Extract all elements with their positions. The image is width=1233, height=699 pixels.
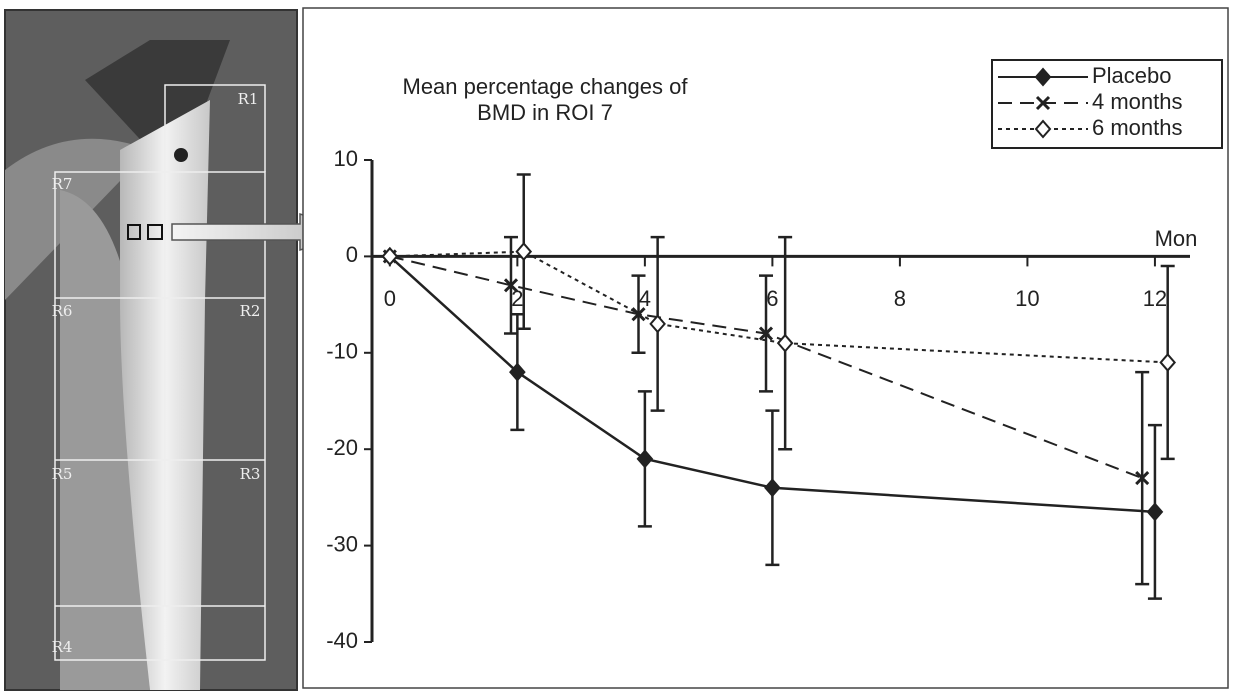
chart-title: BMD in ROI 7	[477, 100, 613, 125]
y-tick-label: 10	[334, 146, 358, 171]
x-axis-label: Mon	[1155, 226, 1198, 251]
y-tick-label: 0	[346, 242, 358, 267]
region-label: R7	[52, 175, 73, 193]
y-tick-label: -30	[326, 531, 358, 556]
figure: Mean percentage changes of BMD in ROI 7 …	[0, 0, 1233, 694]
legend-label: 6 months	[1092, 115, 1183, 140]
legend-label: Placebo	[1092, 63, 1172, 88]
region-label: R5	[52, 465, 73, 483]
x-tick-label: 12	[1143, 286, 1167, 311]
y-tick-label: -20	[326, 435, 358, 460]
region-label: R3	[240, 465, 261, 483]
legend-label: 4 months	[1092, 89, 1183, 114]
region-label: R4	[52, 638, 73, 656]
region-label: R2	[240, 302, 261, 320]
x-tick-label: 6	[766, 286, 778, 311]
x-tick-label: 4	[639, 286, 651, 311]
chart-title: Mean percentage changes of	[403, 74, 689, 99]
region-label: R6	[52, 302, 73, 320]
x-tick-label: 8	[894, 286, 906, 311]
x-tick-label: 0	[384, 286, 396, 311]
x-tick-label: 10	[1015, 286, 1039, 311]
y-tick-label: -10	[326, 339, 358, 364]
region-label: R1	[238, 90, 259, 108]
y-tick-label: -40	[326, 628, 358, 653]
